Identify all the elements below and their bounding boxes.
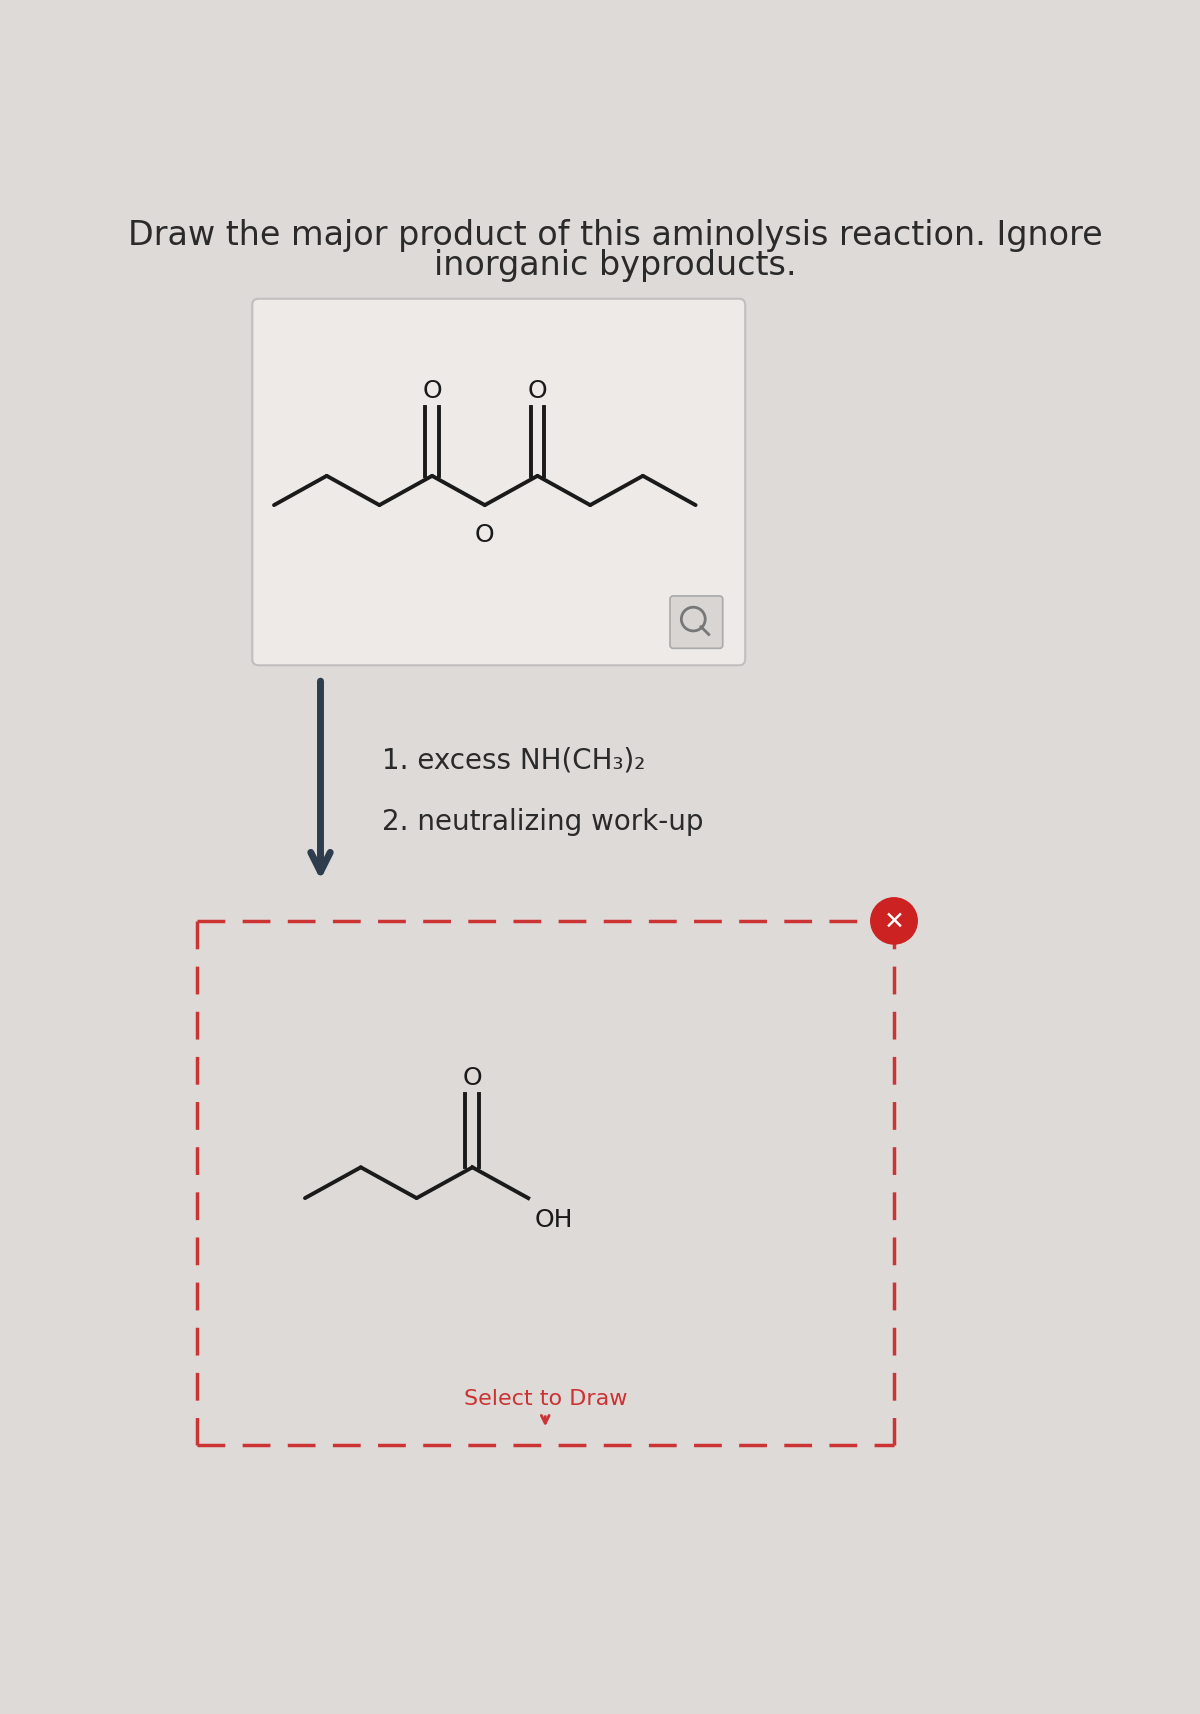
Text: O: O [422, 379, 442, 403]
Text: O: O [528, 379, 547, 403]
Text: O: O [475, 523, 494, 547]
Text: 2. neutralizing work-up: 2. neutralizing work-up [383, 807, 704, 835]
Text: 1. excess NH(CH₃)₂: 1. excess NH(CH₃)₂ [383, 746, 646, 773]
FancyBboxPatch shape [670, 596, 722, 650]
Text: O: O [462, 1066, 482, 1090]
FancyBboxPatch shape [252, 300, 745, 665]
Text: OH: OH [534, 1208, 572, 1232]
Text: Draw the major product of this aminolysis reaction. Ignore: Draw the major product of this aminolysi… [127, 218, 1103, 252]
Text: ✕: ✕ [883, 910, 905, 934]
Text: inorganic byproducts.: inorganic byproducts. [433, 249, 797, 283]
Text: Select to Draw: Select to Draw [463, 1388, 628, 1409]
Circle shape [871, 898, 917, 944]
